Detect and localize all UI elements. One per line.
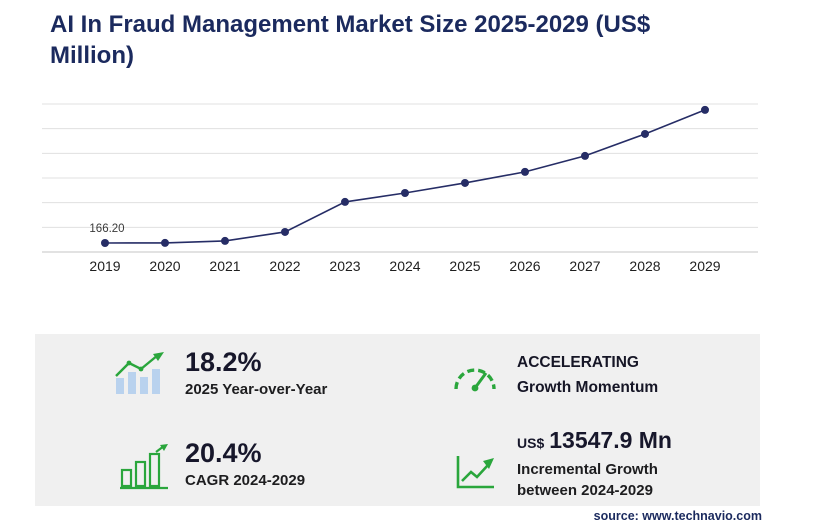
- svg-text:2027: 2027: [569, 258, 600, 274]
- svg-text:2019: 2019: [89, 258, 120, 274]
- svg-text:2020: 2020: [149, 258, 180, 274]
- svg-text:166.20: 166.20: [89, 223, 124, 235]
- stat-cagr: 20.4% CAGR 2024-2029: [185, 438, 305, 490]
- stat-incremental: US$ 13547.9 Mn Incremental Growth between…: [517, 427, 672, 501]
- incremental-value: 13547.9 Mn: [549, 427, 672, 453]
- cagr-label: CAGR 2024-2029: [185, 472, 306, 489]
- yoy-label: 2025 Year-over-Year: [185, 381, 328, 398]
- svg-text:2026: 2026: [509, 258, 540, 274]
- page-title: AI In Fraud Management Market Size 2025-…: [50, 11, 651, 69]
- svg-text:2021: 2021: [209, 258, 240, 274]
- svg-text:2029: 2029: [689, 258, 720, 274]
- cagr-value: 20.4%: [185, 438, 262, 468]
- incremental-currency: US$: [517, 435, 545, 451]
- stat-momentum: ACCELERATING Growth Momentum: [517, 350, 658, 400]
- svg-text:2023: 2023: [329, 258, 360, 274]
- svg-text:2024: 2024: [389, 258, 420, 274]
- incremental-value-line: US$ 13547.9 Mn: [517, 427, 672, 454]
- incremental-label: Incremental Growth between 2024-2029: [517, 461, 658, 499]
- cagr-bars-icon: [120, 444, 168, 490]
- source-text: source: www.technavio.com: [593, 509, 762, 523]
- svg-text:2022: 2022: [269, 258, 300, 274]
- momentum-line2: Growth Momentum: [517, 379, 659, 396]
- momentum-line1: ACCELERATING: [517, 354, 639, 371]
- yoy-growth-bars-icon: [115, 352, 164, 394]
- stat-yoy: 18.2% 2025 Year-over-Year: [185, 347, 327, 399]
- momentum-gauge-icon: [454, 368, 496, 392]
- yoy-value: 18.2%: [185, 347, 262, 377]
- incremental-growth-icon: [456, 456, 494, 489]
- svg-text:2028: 2028: [629, 258, 660, 274]
- svg-text:2025: 2025: [449, 258, 480, 274]
- market-size-line-chart: 166.20 2019 2020 2021 2022 2023 2024 2025 2026 20…: [42, 103, 758, 274]
- stats-panel: 18.2% 2025 Year-over-Year ACCELERATING G…: [35, 334, 760, 506]
